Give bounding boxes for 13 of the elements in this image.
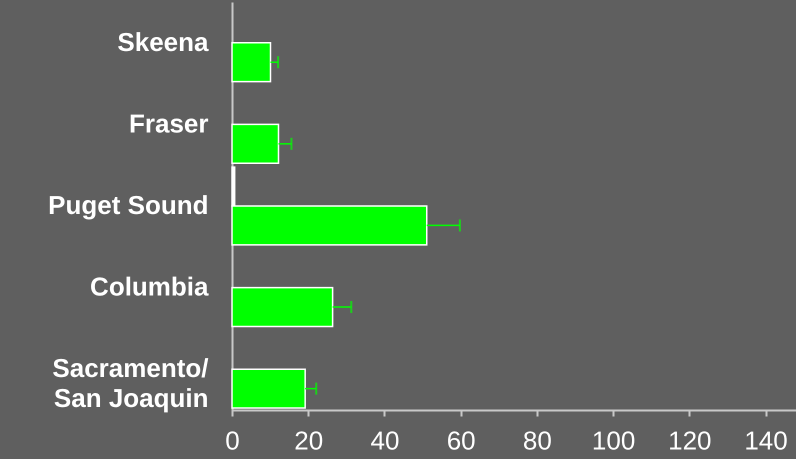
x-tick-label: 20 [294, 426, 324, 456]
x-tick-label: 120 [668, 426, 712, 456]
y-tick-label: Fraser [129, 108, 208, 138]
x-tick-label: 40 [370, 426, 400, 456]
y-tick-label: Sacramento/ San Joaquin [52, 353, 208, 414]
x-tick-label: 0 [225, 426, 240, 456]
y-tick-label: Skeena [117, 26, 210, 57]
x-tick-label: 80 [522, 426, 552, 456]
x-tick-label: 60 [446, 426, 476, 456]
x-tick-label: 100 [592, 426, 636, 456]
y-tick-label: Puget Sound [48, 190, 208, 220]
x-tick-label: 140 [744, 426, 788, 456]
y-tick-label: Columbia [90, 272, 210, 302]
